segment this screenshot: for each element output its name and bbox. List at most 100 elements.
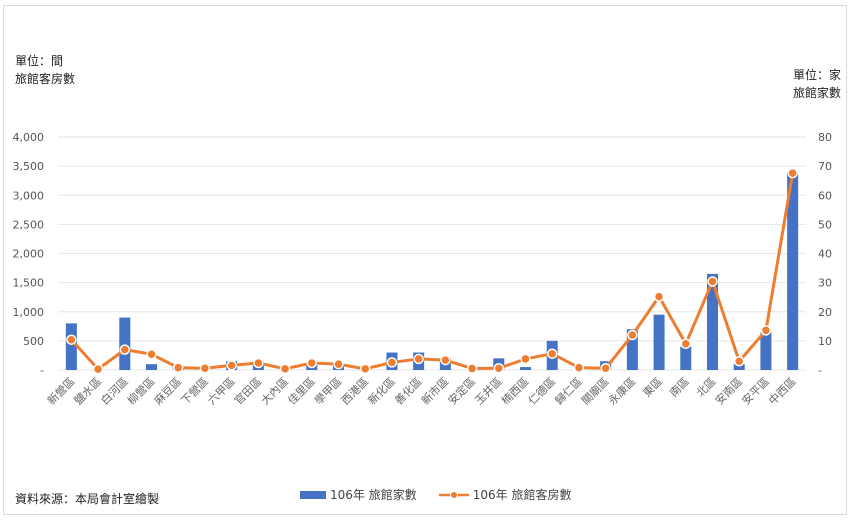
category-label: 東區: [640, 375, 665, 400]
right-tick-label: 10: [818, 335, 832, 348]
bar: [680, 346, 692, 370]
category-label: 佳里區: [285, 374, 318, 407]
legend-label-bars: 106年 旅館家數: [330, 488, 417, 502]
data-point: [600, 363, 611, 374]
category-label: 善化區: [392, 374, 425, 407]
data-point: [733, 356, 745, 367]
category-label: 南區: [667, 375, 692, 400]
category-label: 鹽水區: [71, 374, 104, 407]
bar-swatch-icon: [300, 490, 326, 499]
category-label: 柳營區: [124, 374, 157, 407]
left-tick-label: -: [40, 364, 44, 377]
legend-item-line: 106年 旅館客房數: [438, 486, 572, 503]
data-point: [546, 348, 558, 359]
data-point: [119, 344, 131, 355]
right-tick-label: 70: [818, 160, 832, 173]
right-tick-label: 30: [818, 277, 832, 290]
data-point: [440, 354, 451, 366]
right-axis-unit: 單位：家 旅館家數: [793, 66, 841, 102]
left-unit-line2: 旅館客房數: [15, 72, 76, 86]
line-swatch-icon: [438, 490, 469, 499]
category-label: 安南區: [712, 374, 745, 407]
bar: [146, 364, 157, 370]
category-label: 楠西區: [498, 374, 531, 407]
category-label: 新化區: [365, 374, 398, 407]
category-label: 麻豆區: [151, 374, 184, 407]
category-label: 玉井區: [472, 374, 505, 407]
data-point: [199, 363, 211, 374]
data-point: [760, 325, 772, 336]
data-point: [787, 167, 798, 179]
data-point: [359, 363, 371, 375]
bar: [65, 323, 77, 370]
data-point: [146, 349, 157, 360]
right-tick-label: 20: [818, 306, 832, 319]
category-label: 下營區: [179, 375, 212, 408]
category-label: 學甲區: [312, 375, 345, 408]
left-axis-unit: 單位：間 旅館客房數: [15, 52, 75, 88]
category-label: 大內區: [258, 374, 291, 407]
data-point: [466, 363, 478, 374]
category-label: 白河區: [98, 374, 131, 407]
right-tick-label: 60: [818, 189, 832, 202]
series-line: [70, 172, 795, 371]
category-label: 歸仁區: [552, 374, 585, 407]
data-point: [520, 353, 531, 365]
bar: [626, 329, 638, 370]
bar: [119, 317, 131, 370]
legend-item-bars: 106年 旅館家數: [300, 486, 417, 503]
data-point: [253, 357, 264, 369]
right-unit-line2: 旅館家數: [792, 86, 841, 100]
data-point: [493, 363, 505, 374]
source-note: 資料來源：本局會計室繪製: [15, 492, 160, 506]
bar: [707, 273, 718, 370]
category-label: 新營區: [44, 374, 77, 407]
legend-label-line: 106年 旅館客房數: [472, 488, 572, 502]
category-label: 中西區: [766, 375, 799, 408]
left-tick-label: 3,500: [13, 160, 45, 173]
left-tick-label: 2,000: [13, 248, 45, 261]
category-label: 安平區: [739, 374, 772, 407]
right-unit-line1: 單位：家: [792, 68, 841, 82]
data-point: [573, 362, 585, 373]
data-point: [92, 363, 104, 375]
data-point: [279, 363, 291, 375]
left-tick-label: 2,500: [13, 218, 45, 231]
left-tick-label: 1,500: [13, 277, 45, 290]
data-point: [333, 358, 344, 370]
data-point: [66, 334, 77, 345]
bar: [760, 332, 772, 370]
category-label: 新市區: [418, 374, 451, 407]
data-point: [653, 291, 665, 302]
data-point: [413, 353, 424, 365]
right-tick-label: -: [818, 364, 822, 377]
category-label: 永康區: [605, 374, 638, 407]
legend: 106年 旅館家數 106年 旅館客房數: [300, 486, 571, 503]
right-tick-label: 80: [818, 131, 832, 144]
bar: [520, 367, 531, 370]
left-tick-label: 3,000: [13, 189, 45, 202]
data-point: [680, 338, 692, 350]
bar: [787, 171, 799, 370]
left-tick-label: 500: [23, 335, 44, 348]
left-unit-line1: 單位：間: [15, 54, 64, 68]
data-point: [306, 357, 318, 369]
category-label: 安定區: [445, 374, 478, 407]
category-label: 六甲區: [205, 375, 238, 408]
data-point: [627, 329, 638, 341]
category-label: 西港區: [339, 375, 372, 408]
right-tick-label: 40: [818, 248, 832, 261]
data-point: [707, 276, 718, 287]
data-point: [226, 360, 237, 371]
bar: [733, 364, 745, 370]
data-point: [172, 362, 184, 373]
data-point: [386, 357, 398, 368]
category-label: 關廟區: [579, 374, 612, 407]
bar: [653, 314, 665, 370]
right-tick-label: 50: [818, 218, 832, 231]
chart-frame: [3, 5, 847, 515]
category-label: 官田區: [231, 374, 264, 407]
left-tick-label: 1,000: [13, 306, 45, 319]
left-tick-label: 4,000: [13, 131, 45, 144]
